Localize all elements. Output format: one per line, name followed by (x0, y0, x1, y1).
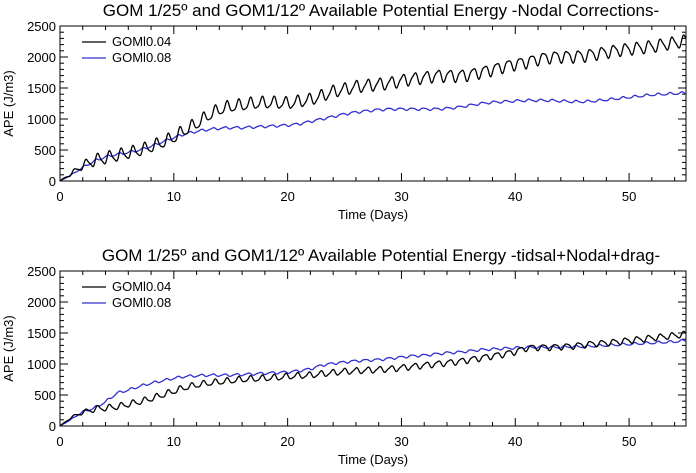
x-tick-label: 40 (508, 189, 522, 204)
x-tick-label: 0 (56, 434, 63, 449)
legend-label: GOMl0.08 (112, 50, 171, 65)
y-tick-label: 1000 (27, 112, 56, 127)
x-tick-label: 40 (508, 434, 522, 449)
y-tick-label: 0 (49, 174, 56, 189)
y-tick-label: 2000 (27, 50, 56, 65)
series-line-gomi004 (60, 330, 686, 426)
x-tick-label: 10 (167, 434, 181, 449)
chart-title: GOM 1/25º and GOM1/12º Available Potenti… (102, 246, 660, 265)
chart-title: GOM 1/25º and GOM1/12º Available Potenti… (103, 1, 659, 20)
y-tick-label: 1000 (27, 357, 56, 372)
series-line-gomi008 (60, 338, 686, 426)
chart-panel-2: GOM 1/25º and GOM1/12º Available Potenti… (1, 246, 687, 467)
x-tick-label: 10 (167, 189, 181, 204)
x-tick-label: 20 (280, 434, 294, 449)
y-tick-label: 0 (49, 419, 56, 434)
y-tick-label: 1500 (27, 326, 56, 341)
x-tick-label: 20 (280, 189, 294, 204)
plot-frame (59, 270, 687, 427)
legend-label: GOMl0.04 (112, 279, 171, 294)
x-tick-label: 50 (622, 189, 636, 204)
x-tick-label: 0 (56, 189, 63, 204)
x-axis-label: Time (Days) (338, 452, 408, 467)
chart-panel-1: GOM 1/25º and GOM1/12º Available Potenti… (1, 1, 687, 222)
x-tick-label: 30 (394, 434, 408, 449)
y-tick-label: 500 (34, 388, 56, 403)
series-line-gomi004 (60, 34, 686, 181)
x-tick-label: 30 (394, 189, 408, 204)
y-tick-label: 500 (34, 143, 56, 158)
y-tick-label: 2500 (27, 264, 56, 279)
y-tick-label: 2000 (27, 295, 56, 310)
y-tick-label: 2500 (27, 19, 56, 34)
series-line-gomi008 (60, 91, 686, 181)
legend-label: GOMl0.08 (112, 295, 171, 310)
plot-frame (59, 25, 687, 182)
x-tick-label: 50 (622, 434, 636, 449)
legend-label: GOMl0.04 (112, 34, 171, 49)
y-tick-label: 1500 (27, 81, 56, 96)
y-axis-label: APE (J/m3) (1, 70, 16, 136)
x-axis-label: Time (Days) (338, 207, 408, 222)
y-axis-label: APE (J/m3) (1, 315, 16, 381)
